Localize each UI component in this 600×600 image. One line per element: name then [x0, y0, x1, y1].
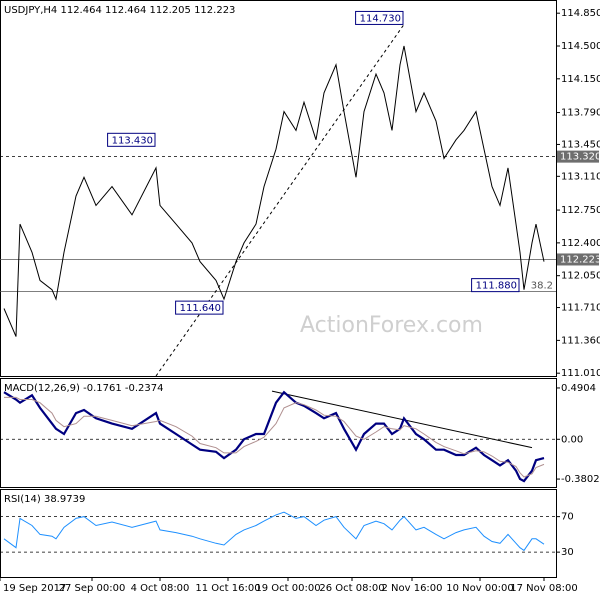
y-tick-label: 113.450 — [561, 139, 600, 150]
y-tick-label: 111.710 — [561, 303, 600, 314]
y-tick-label: 111.360 — [561, 335, 600, 346]
y-tick-label: 112.400 — [561, 238, 600, 249]
annotation: 38.2 — [531, 281, 553, 292]
annotation-box — [355, 10, 404, 25]
y-tick-label: 0.4904 — [561, 383, 596, 394]
panel-title: USDJPY,H4 112.464 112.464 112.205 112.22… — [4, 5, 235, 16]
price-frame — [0, 0, 557, 377]
x-tick-label: 19 Sep 2017 — [3, 583, 66, 594]
level-label: 113.320 — [560, 152, 600, 163]
series-line — [3, 45, 545, 337]
x-tick-label: 2 Nov 16:00 — [381, 583, 442, 594]
x-tick-label: 11 Oct 16:00 — [195, 583, 260, 594]
y-tick-label: 114.850 — [561, 8, 600, 19]
y-tick-label: 113.110 — [561, 171, 600, 182]
annotation: 111.640 — [180, 303, 221, 314]
annotation-box — [175, 300, 224, 315]
level-label-box — [557, 150, 599, 163]
trendline — [271, 390, 533, 449]
watermark: ActionForex.com — [300, 313, 483, 338]
x-tick-label: 19 Oct 00:00 — [255, 583, 320, 594]
annotation: 111.880 — [476, 281, 517, 292]
y-tick-label: 113.790 — [561, 108, 600, 119]
panel-title: RSI(14) 38.9739 — [4, 494, 85, 505]
x-tick-label: 10 Nov 00:00 — [446, 583, 513, 594]
series-line — [4, 396, 545, 478]
level-label: 112.223 — [560, 254, 600, 265]
y-tick-label: 30 — [561, 547, 574, 558]
x-tick-label: 17 Nov 08:00 — [510, 583, 577, 594]
panel-title: MACD(12,26,9) -0.1761 -0.2374 — [4, 383, 164, 394]
y-tick-label: 111.010 — [561, 368, 600, 379]
y-tick-label: 0.00 — [561, 434, 583, 445]
x-tick-label: 4 Oct 08:00 — [131, 583, 190, 594]
series-line — [3, 511, 545, 552]
y-tick-label: 112.050 — [561, 271, 600, 282]
annotation: 113.430 — [112, 135, 153, 146]
y-tick-label: 112.750 — [561, 205, 600, 216]
annotation: 114.730 — [360, 13, 401, 24]
annotation-box — [107, 132, 156, 147]
annotation-box — [471, 278, 520, 293]
y-tick-label: -0.3802 — [561, 474, 600, 485]
rsi-frame — [0, 489, 557, 578]
level-label-box — [557, 253, 599, 266]
macd-frame — [0, 378, 557, 488]
y-tick-label: 70 — [561, 512, 574, 523]
x-tick-label: 26 Oct 08:00 — [319, 583, 384, 594]
y-tick-label: 114.500 — [561, 41, 600, 52]
y-tick-label: 114.150 — [561, 74, 600, 85]
series-line — [3, 390, 545, 483]
x-tick-label: 27 Sep 00:00 — [59, 583, 126, 594]
